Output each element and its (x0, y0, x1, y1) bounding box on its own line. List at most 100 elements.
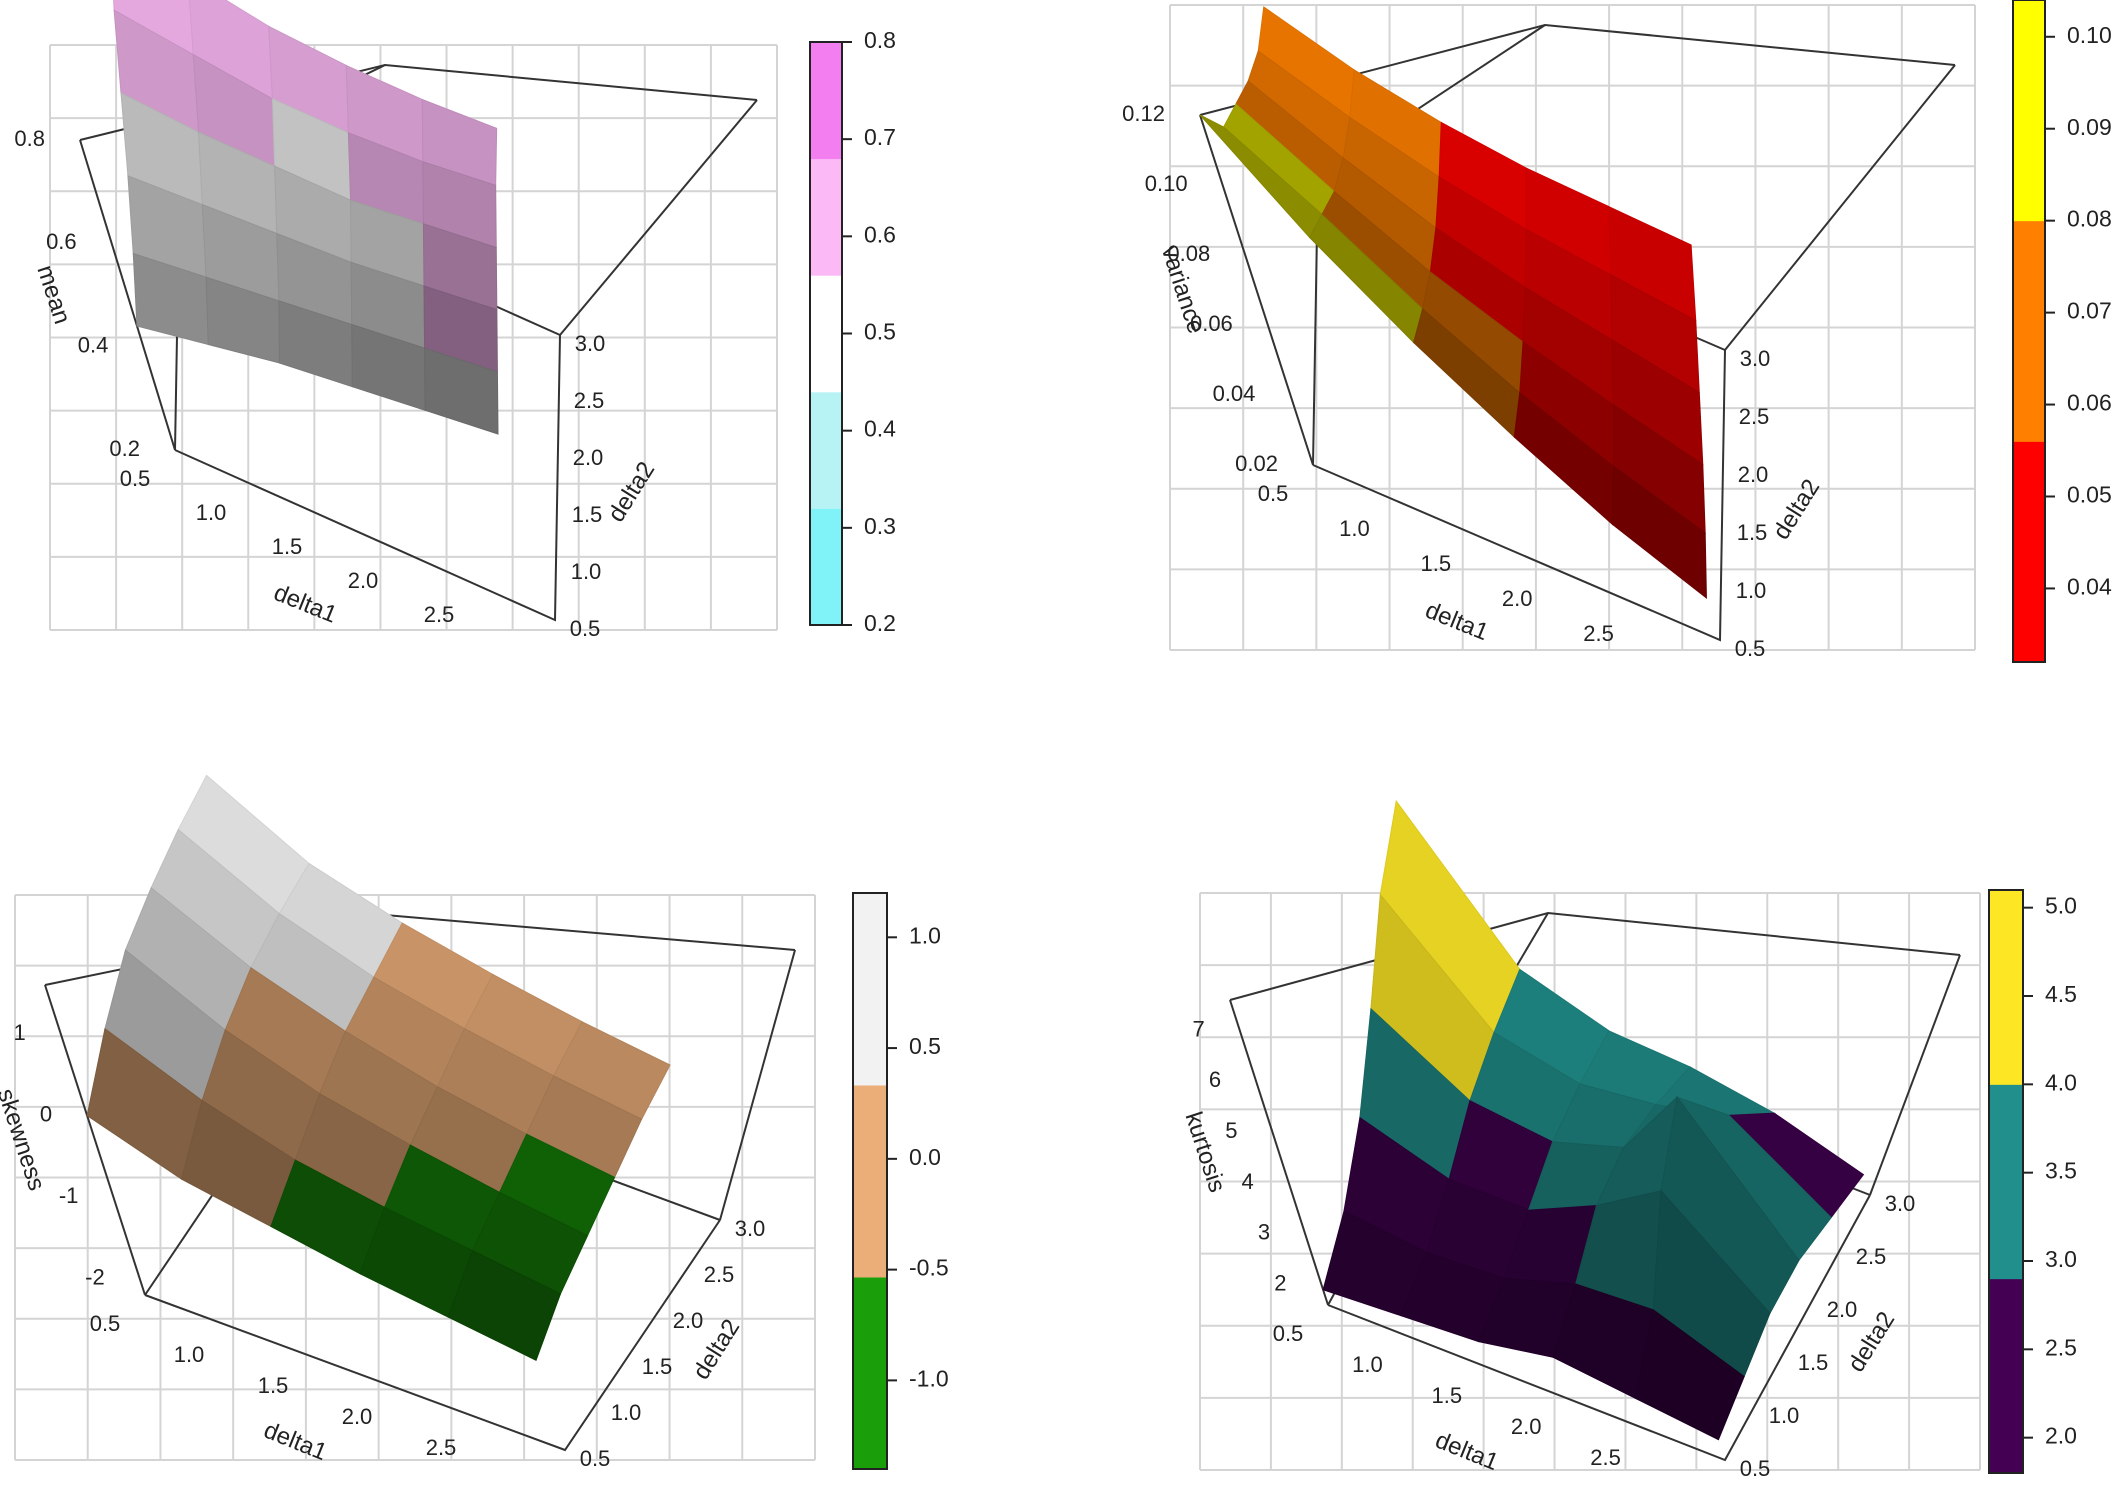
colorbar-segment (853, 893, 887, 1086)
z-tick-label: 6 (1209, 1067, 1221, 1092)
colorbar-tick-label: 2.0 (2045, 1423, 2077, 1449)
colorbar-tick-label: 0.3 (864, 513, 896, 539)
x-tick-label: 2.5 (424, 602, 455, 627)
z-axis-label: mean (31, 262, 75, 327)
x-tick-label: 2.5 (1583, 621, 1614, 646)
z-tick-label: 0.8 (14, 126, 45, 151)
colorbar-segment (853, 1085, 887, 1278)
y-tick-label: 2.0 (1827, 1297, 1858, 1322)
x-axis-label: delta1 (270, 579, 341, 629)
z-tick-label: 0.6 (46, 229, 77, 254)
colorbar-border (852, 892, 888, 1470)
colorbar-segment (1989, 1084, 2023, 1280)
z-tick-label: 3 (1258, 1220, 1270, 1245)
colorbar: -1.0 -0.5 0.0 0.5 1.0 (852, 892, 949, 1470)
z-tick-label: 5 (1225, 1118, 1237, 1143)
y-tick-label: 2.0 (673, 1308, 704, 1333)
y-tick-label: 1.5 (572, 502, 603, 527)
box-floor-front (144, 1219, 721, 1452)
y-tick-label: 3.0 (1885, 1191, 1916, 1216)
colorbar-tick-label: 0.2 (864, 610, 896, 636)
y-tick-label: 1.0 (571, 559, 602, 584)
colorbar-tick-label: -1.0 (909, 1365, 949, 1391)
y-tick-label: 1.0 (1736, 578, 1767, 603)
x-tick-label: 0.5 (120, 466, 151, 491)
colorbar-tick-label: 0.0 (909, 1144, 941, 1170)
x-tick-label: 0.5 (1258, 481, 1289, 506)
colorbar-tick-label: 0.10 (2067, 22, 2112, 48)
y-tick-label: 2.0 (573, 445, 604, 470)
box-right-vertical (1724, 64, 1956, 351)
z-tick-label: 1 (14, 1020, 26, 1045)
colorbar-tick-label: 0.07 (2067, 298, 2112, 324)
x-axis-label: delta1 (260, 1417, 331, 1467)
x-tick-label: 0.5 (1273, 1321, 1304, 1346)
colorbar-border (2012, 0, 2046, 663)
box-z-edge (1229, 999, 1329, 1306)
colorbar-tick-label: 3.5 (2045, 1158, 2077, 1184)
surface-facet (1635, 1309, 1745, 1441)
z-tick-label: 0.06 (1190, 311, 1233, 336)
y-tick-label: 2.5 (1739, 404, 1770, 429)
y-tick-label: 2.5 (704, 1262, 735, 1287)
z-tick-label: 0.12 (1122, 101, 1165, 126)
colorbar-segment (2013, 0, 2045, 222)
y-tick-label: 0.5 (1740, 1456, 1771, 1481)
colorbar-tick-label: 0.5 (909, 1033, 941, 1059)
surface-facet (424, 347, 499, 435)
x-tick-label: 2.0 (1502, 586, 1533, 611)
colorbar-tick-label: 5.0 (2045, 893, 2077, 919)
box-floor-front (174, 334, 561, 622)
y-tick-label: 2.5 (1856, 1244, 1887, 1269)
x-tick-label: 1.5 (272, 534, 303, 559)
y-tick-label: 3.0 (1740, 346, 1771, 371)
colorbar-tick-label: 1.0 (909, 922, 941, 948)
x-tick-label: 1.0 (174, 1342, 205, 1367)
surface (1199, 6, 1707, 600)
colorbar-tick-label: 0.7 (864, 124, 896, 150)
colorbar-segment (853, 1277, 887, 1470)
x-tick-label: 0.5 (90, 1311, 121, 1336)
colorbar-tick-label: 0.09 (2067, 114, 2112, 140)
surface-facet (447, 1249, 562, 1361)
x-tick-label: 1.5 (1432, 1383, 1463, 1408)
x-tick-label: 1.5 (1421, 551, 1452, 576)
surface (1322, 799, 1865, 1441)
y-tick-label: 0.5 (580, 1446, 611, 1471)
colorbar-segment (810, 275, 842, 393)
colorbar-tick-label: 0.08 (2067, 206, 2112, 232)
z-tick-label: 0.10 (1145, 171, 1188, 196)
colorbar-tick-label: 0.06 (2067, 390, 2112, 416)
y-tick-label: 1.0 (1769, 1403, 1800, 1428)
colorbar-segment (810, 158, 842, 276)
colorbar-segment (2013, 220, 2045, 442)
colorbar-tick-label: 3.0 (2045, 1246, 2077, 1272)
y-tick-label: 2.5 (574, 388, 605, 413)
mean-surface-panel: 0.51.01.52.02.50.51.01.52.02.53.00.20.40… (14, 0, 896, 641)
colorbar-tick-label: 4.5 (2045, 981, 2077, 1007)
y-axis-label: delta2 (1768, 475, 1826, 545)
box-z-edge (44, 984, 146, 1296)
box-floor-front (1327, 1194, 1871, 1462)
colorbar-tick-label: 0.04 (2067, 574, 2112, 600)
x-tick-label: 1.0 (1352, 1352, 1383, 1377)
y-tick-label: 3.0 (575, 331, 606, 356)
x-axis-label: delta1 (1432, 1427, 1503, 1477)
colorbar-segment (810, 391, 842, 509)
colorbar-tick-label: 0.4 (864, 416, 896, 442)
box-floor-front (1312, 349, 1726, 642)
colorbar-tick-label: 0.6 (864, 221, 896, 247)
y-axis-label: delta2 (603, 457, 661, 527)
z-tick-label: 7 (1193, 1016, 1205, 1041)
y-tick-label: 0.5 (570, 616, 601, 641)
variance-surface-panel: 0.5 1.0 1.5 2.0 2.5 0.5 1.0 1.5 2.0 2.5 3.0 0.02 0.0… (1122, 0, 2112, 663)
box-top-edge (1229, 911, 1961, 1001)
box-right-vertical (719, 949, 796, 1221)
z-tick-label: -1 (59, 1183, 79, 1208)
box-right-vertical (559, 99, 758, 336)
surface (113, 0, 499, 435)
box-z-edge (79, 139, 176, 451)
z-tick-label: 0 (40, 1101, 52, 1126)
colorbar-border (1988, 889, 2024, 1474)
